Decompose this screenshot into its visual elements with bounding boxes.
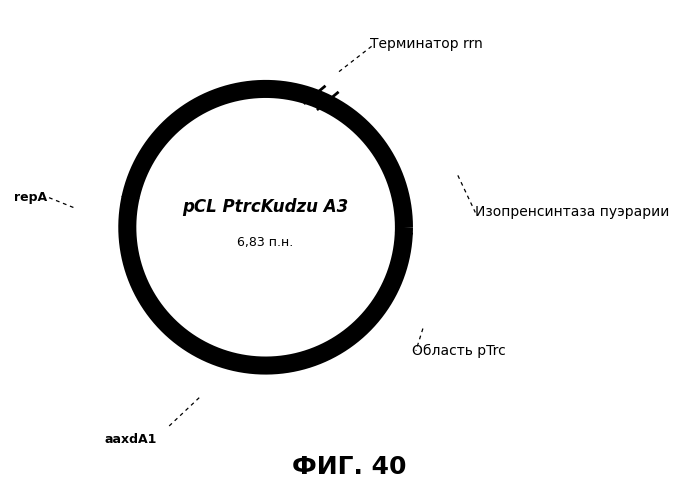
Text: pCL PtrcKudzu A3: pCL PtrcKudzu A3 (182, 199, 349, 216)
Text: aaxdA1: aaxdA1 (105, 433, 157, 446)
Text: Изопренсинтаза пуэрарии: Изопренсинтаза пуэрарии (475, 206, 670, 219)
Polygon shape (396, 232, 412, 250)
Text: Терминатор rrn: Терминатор rrn (370, 38, 483, 51)
Text: Область pTrc: Область pTrc (412, 344, 506, 358)
Polygon shape (287, 353, 313, 365)
Text: 6,83 п.н.: 6,83 п.н. (238, 236, 294, 248)
Polygon shape (215, 86, 241, 97)
Text: repA: repA (14, 191, 47, 204)
Polygon shape (145, 297, 164, 315)
Polygon shape (122, 181, 138, 199)
Text: ФИГ. 40: ФИГ. 40 (292, 455, 407, 479)
